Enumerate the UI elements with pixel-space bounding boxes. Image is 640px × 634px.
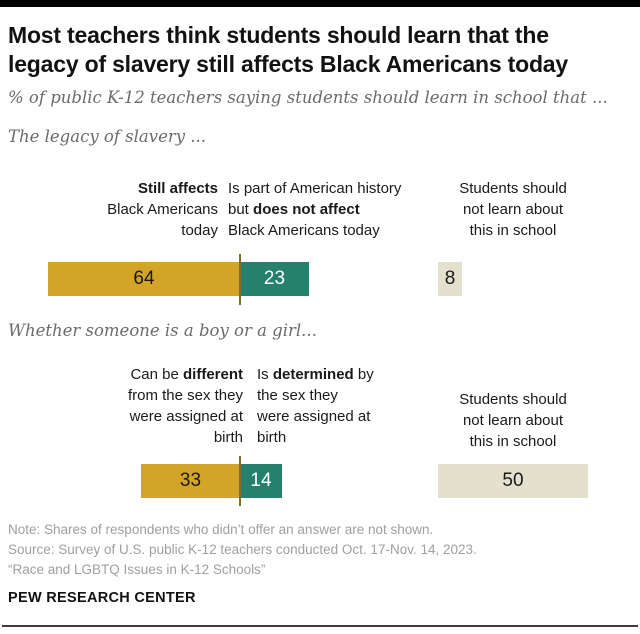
bottom-rule [2, 625, 638, 627]
section2-label: Whether someone is a boy or a girl... [8, 321, 317, 340]
top-rule [0, 0, 640, 7]
section1-bar-not-learn: 8 [438, 262, 462, 296]
section1-category1-bold: Still affects [137, 180, 218, 197]
section2-category3-line2: not learn about [462, 412, 564, 429]
chart-title-line2: legacy of slavery still affects Black Am… [8, 51, 568, 77]
section2-category1-line3: were assigned at [129, 408, 243, 425]
section1-category3-line2: not learn about [462, 201, 564, 218]
section2-category1-line1-bold: different [183, 366, 243, 383]
section2-category1-line4: birth [213, 429, 243, 446]
note-text: Note: Shares of respondents who didn’t o… [8, 522, 434, 537]
section2-category2-line1-post: by [353, 366, 374, 383]
bar-value: 23 [263, 268, 286, 289]
section1-category2-line1: Is part of American history [228, 180, 402, 197]
section1-category2-line3: Black Americans today [228, 222, 380, 239]
section2-bar-is-determined: 14 [240, 464, 282, 498]
section2-category1-header: Can be different from the sex they were … [128, 364, 243, 448]
section2-category1-line2: from the sex they [127, 387, 243, 404]
section2-category2-line4: birth [257, 429, 287, 446]
source-text: Source: Survey of U.S. public K-12 teach… [8, 542, 477, 557]
section2-axis-divider [239, 456, 241, 506]
bar-value: 64 [133, 268, 155, 289]
bar-value: 33 [179, 470, 202, 491]
section2-category3-header: Students should not learn about this in … [447, 389, 579, 452]
section2-category2-header: Is determined by the sex they were assig… [257, 364, 374, 448]
section1-bar-does-not-affect: 23 [240, 262, 309, 296]
section1-category2-line2-bold: does not affect [253, 201, 360, 218]
section1-category2-header: Is part of American history but does not… [228, 178, 401, 241]
chart-title: Most teachers think students should lear… [8, 21, 632, 79]
section2-category2-line1-pre: Is [257, 366, 273, 383]
section2-bar-not-learn: 50 [438, 464, 588, 498]
bar-value: 50 [502, 470, 524, 491]
section1-category2-line2-pre: but [228, 201, 254, 218]
chart-subtitle: % of public K-12 teachers saying student… [8, 88, 608, 107]
section2-category2-line2: the sex they [257, 387, 338, 404]
section1-category1-line3: today [181, 222, 218, 239]
section2-category3-line1: Students should [459, 391, 567, 408]
section2-category2-line3: were assigned at [257, 408, 371, 425]
section1-category1-header: Still affects Black Americans today [107, 178, 218, 241]
section2-category2-line1-bold: determined [272, 366, 354, 383]
pew-research-center-wordmark: PEW RESEARCH CENTER [8, 590, 196, 606]
report-title: “Race and LGBTQ Issues in K-12 Schools” [8, 562, 266, 577]
section2-category3-line3: this in school [469, 433, 557, 450]
section2-category1-line1-pre: Can be [130, 366, 183, 383]
footer-notes: Note: Shares of respondents who didn’t o… [8, 520, 477, 580]
bar-value: 8 [444, 268, 456, 289]
section2-bar-can-be-different: 33 [141, 464, 240, 498]
section1-category3-line1: Students should [459, 180, 567, 197]
section1-bar-still-affects: 64 [48, 262, 240, 296]
chart-title-line1: Most teachers think students should lear… [8, 22, 549, 48]
bar-value: 14 [250, 470, 272, 491]
section1-category3-line3: this in school [469, 222, 557, 239]
section1-axis-divider [239, 254, 241, 305]
section1-label: The legacy of slavery ... [8, 127, 207, 146]
section1-category1-line2: Black Americans [107, 201, 218, 218]
section1-category3-header: Students should not learn about this in … [447, 178, 579, 241]
